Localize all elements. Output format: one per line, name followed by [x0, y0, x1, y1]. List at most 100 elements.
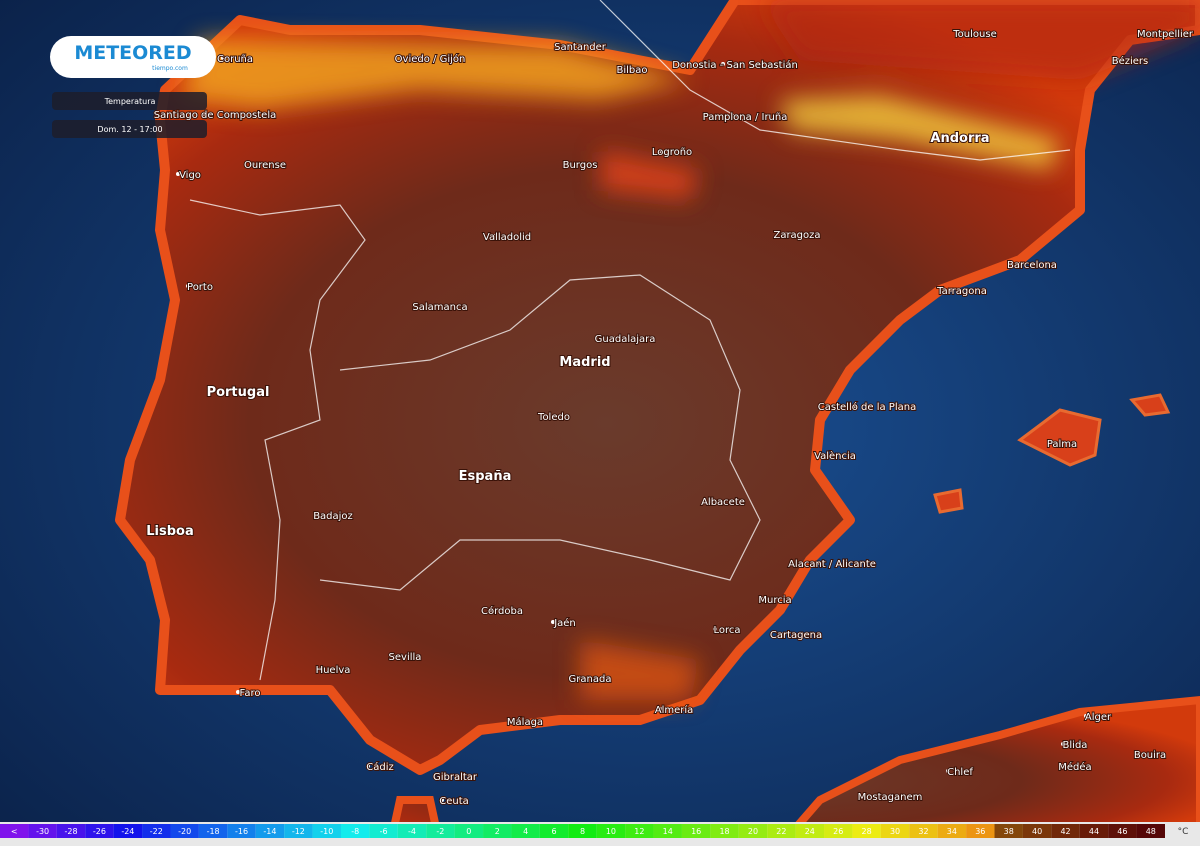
time-label: Dom. 12 - 17:00 — [97, 125, 162, 134]
city-label: Sevilla — [389, 652, 422, 663]
scale-label: -2 — [436, 827, 444, 836]
place-dot — [319, 667, 323, 671]
scale-swatch — [142, 824, 171, 838]
scale-swatch — [28, 824, 57, 838]
scale-swatch — [1079, 824, 1109, 838]
city-label: Málaga — [507, 716, 543, 728]
city-label: Albacete — [701, 497, 745, 508]
place-dot — [566, 44, 570, 48]
scale-swatch — [1136, 824, 1165, 838]
place-dot — [1061, 742, 1065, 746]
place-dot — [660, 707, 664, 711]
place-dot — [471, 474, 475, 478]
scale-unit: °C — [1178, 827, 1189, 837]
scale-swatch — [966, 824, 995, 838]
scale-label: 38 — [1004, 827, 1014, 836]
city-label: Salamanca — [412, 302, 467, 313]
place-dot — [176, 172, 180, 176]
place-dot — [221, 56, 225, 60]
place-dot — [876, 794, 880, 798]
scale-label: 32 — [918, 827, 928, 836]
city-label: Santiago de Compostela — [154, 110, 276, 121]
scale-label: -30 — [36, 827, 49, 836]
place-dot — [224, 390, 228, 394]
city-label: Almería — [655, 704, 694, 716]
scale-swatch — [340, 824, 370, 838]
scale-label: -8 — [351, 827, 359, 836]
scale-label: 48 — [1146, 827, 1156, 836]
city-label: Bilbao — [616, 65, 647, 76]
scale-label: -10 — [320, 827, 333, 836]
scale-swatch — [909, 824, 938, 838]
place-dot — [251, 162, 255, 166]
place-dot — [551, 620, 555, 624]
scale-swatch — [596, 824, 626, 838]
scale-swatch — [880, 824, 910, 838]
city-label: Lorca — [713, 625, 740, 636]
place-dot — [156, 529, 160, 533]
scale-swatch — [738, 824, 768, 838]
scale-swatch — [56, 824, 86, 838]
place-dot — [1136, 752, 1140, 756]
place-dot — [961, 31, 965, 35]
city-label: Oviedo / Gijón — [395, 53, 466, 65]
place-dot — [618, 67, 622, 71]
place-dot — [818, 561, 822, 565]
layer-box — [52, 92, 207, 110]
place-dot — [721, 62, 725, 66]
scale-swatch — [1022, 824, 1052, 838]
scale-label: 20 — [748, 827, 758, 836]
city-label: Mostaganem — [858, 792, 923, 803]
city-label: Bouira — [1134, 750, 1166, 761]
scale-swatch — [852, 824, 881, 838]
scale-label: -16 — [235, 827, 248, 836]
scale-swatch — [710, 824, 739, 838]
scale-label: -14 — [263, 827, 276, 836]
place-dot — [821, 453, 825, 457]
scale-label: 0 — [466, 827, 471, 836]
scale-swatch — [426, 824, 455, 838]
city-label: Toulouse — [952, 29, 996, 40]
time-box — [52, 120, 207, 138]
place-dot — [571, 360, 575, 364]
scale-swatch — [0, 824, 29, 838]
place-dot — [761, 597, 765, 601]
scale-swatch — [284, 824, 313, 838]
scale-label: -20 — [178, 827, 191, 836]
logo: METEORED — [74, 42, 191, 64]
place-dot — [186, 284, 190, 288]
city-label: Badajoz — [313, 511, 353, 522]
scale-swatch — [653, 824, 682, 838]
scale-swatch — [312, 824, 341, 838]
city-label: Toledo — [537, 412, 570, 423]
scale-label: -24 — [121, 827, 134, 836]
place-dot — [853, 404, 857, 408]
city-label: Barcelona — [1007, 260, 1057, 271]
city-label: Montpellier — [1137, 29, 1194, 40]
place-dot — [709, 499, 713, 503]
scale-swatch — [824, 824, 853, 838]
scale-label: 42 — [1060, 827, 1070, 836]
scale-swatch — [795, 824, 825, 838]
scale-swatch — [568, 824, 597, 838]
city-label: Palma — [1047, 439, 1077, 450]
scale-label: 14 — [663, 827, 673, 836]
balearics — [933, 393, 1171, 514]
heat-highlights — [180, 0, 1200, 700]
scale-label: 24 — [805, 827, 815, 836]
logo-sub: tiempo.com — [152, 65, 188, 72]
scale-label: 6 — [552, 827, 557, 836]
logo-background — [50, 36, 216, 78]
city-label: Alacant / Alicante — [788, 559, 876, 570]
scale-label: -4 — [408, 827, 416, 836]
scale-swatch — [227, 824, 256, 838]
scale-label: 12 — [634, 827, 644, 836]
place-dot — [488, 608, 492, 612]
scale-swatch — [255, 824, 285, 838]
place-dot — [366, 764, 370, 768]
place-dot — [201, 112, 205, 116]
city-label: Castelló de la Plana — [818, 401, 916, 413]
place-dot — [1048, 441, 1052, 445]
place-dot — [319, 513, 323, 517]
scale-label: 8 — [580, 827, 585, 836]
